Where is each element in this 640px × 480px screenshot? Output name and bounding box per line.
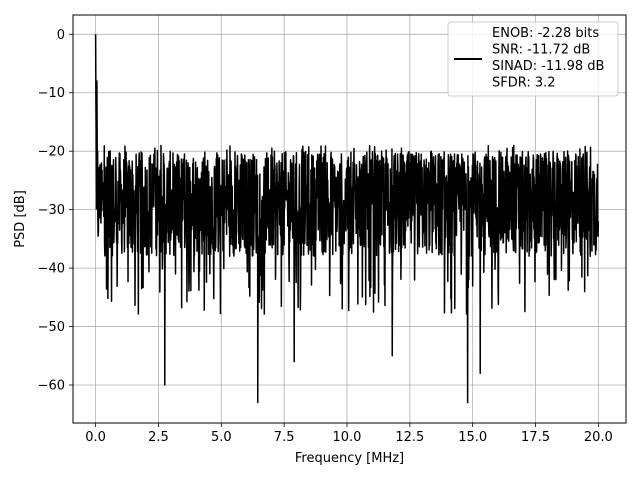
x-axis-ticks: 0.0 2.5 5.0 7.5 10.0 12.5 15.0 17.5 20.0 bbox=[85, 423, 613, 445]
legend-box bbox=[447, 21, 619, 97]
x-tick-label: 10.0 bbox=[333, 430, 362, 445]
plot-area bbox=[94, 34, 600, 404]
y-tick-label: −40 bbox=[38, 262, 65, 277]
x-tick-label: 12.5 bbox=[395, 430, 424, 445]
y-tick-label: −20 bbox=[38, 145, 65, 160]
legend-sinad: SINAD: -11.98 dB bbox=[492, 59, 604, 74]
x-tick-label: 0.0 bbox=[85, 430, 106, 445]
y-tick-label: −60 bbox=[38, 379, 65, 394]
x-tick-label: 15.0 bbox=[458, 430, 487, 445]
y-tick-label: −30 bbox=[38, 203, 65, 218]
legend-sfdr: SFDR: 3.2 bbox=[492, 76, 556, 91]
x-tick-label: 17.5 bbox=[521, 430, 550, 445]
x-axis-label: Frequency [MHz] bbox=[295, 451, 404, 466]
legend-enob: ENOB: -2.28 bits bbox=[492, 26, 599, 41]
legend: ENOB: -2.28 bits SNR: -11.72 dB SINAD: -… bbox=[447, 21, 619, 97]
x-tick-label: 5.0 bbox=[211, 430, 232, 445]
y-tick-label: 0 bbox=[57, 28, 65, 43]
axes-frame bbox=[72, 14, 627, 424]
legend-snr: SNR: -11.72 dB bbox=[492, 43, 590, 58]
x-tick-label: 2.5 bbox=[148, 430, 169, 445]
y-tick-label: −50 bbox=[38, 320, 65, 335]
x-tick-label: 20.0 bbox=[584, 430, 613, 445]
x-tick-label: 7.5 bbox=[274, 430, 295, 445]
y-axis-ticks: 0 −10 −20 −30 −40 −50 −60 bbox=[38, 28, 73, 394]
y-axis-label: PSD [dB] bbox=[13, 190, 28, 248]
psd-series-line bbox=[94, 34, 600, 404]
y-tick-label: −10 bbox=[38, 86, 65, 101]
